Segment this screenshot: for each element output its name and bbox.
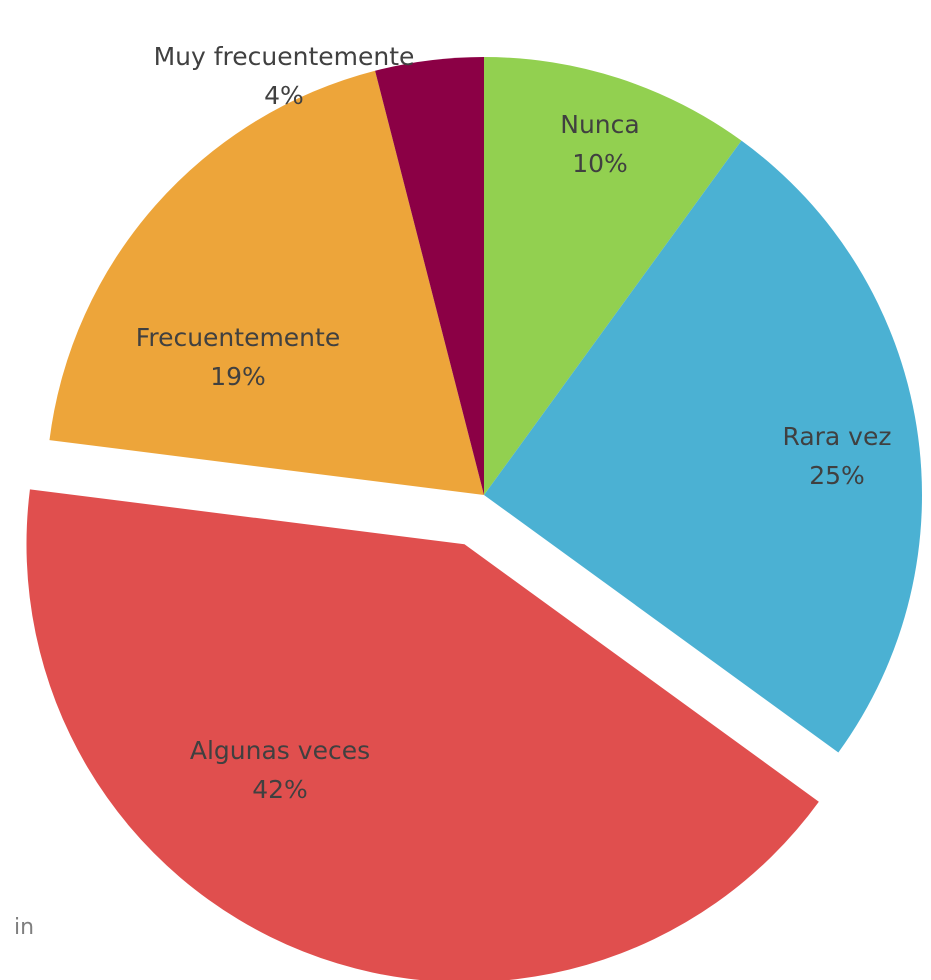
slice-label: Muy frecuentemente — [154, 42, 415, 71]
slice-value-label: 4% — [264, 81, 304, 110]
slice-label: Nunca — [560, 110, 639, 139]
slice-value-label: 25% — [809, 461, 865, 490]
pie-slice — [484, 140, 922, 753]
pie-slice — [26, 489, 819, 980]
annotation: in — [14, 915, 34, 940]
slice-value-label: 10% — [572, 149, 628, 178]
slice-value-label: 19% — [210, 362, 266, 391]
slice-label: Rara vez — [783, 422, 892, 451]
pie-slice — [375, 57, 484, 495]
pie-slice — [484, 57, 742, 495]
slice-label: Frecuentemente — [136, 323, 340, 352]
pie-slice — [49, 70, 484, 496]
slice-label: Algunas veces — [190, 736, 370, 765]
slice-value-label: 42% — [252, 775, 308, 804]
